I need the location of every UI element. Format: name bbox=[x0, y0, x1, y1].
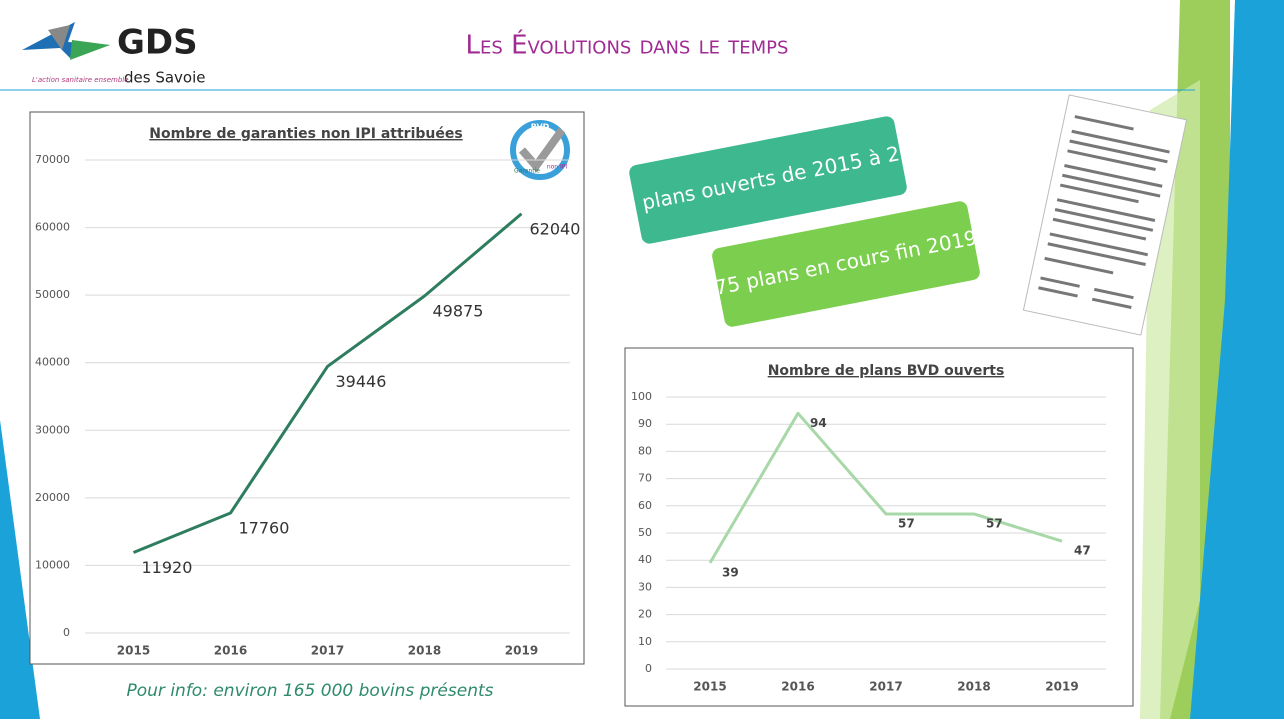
y-tick-label: 10 bbox=[638, 635, 652, 648]
badge-text: BVD bbox=[531, 123, 550, 132]
data-label: 47 bbox=[1074, 544, 1091, 558]
data-label: 39 bbox=[722, 565, 739, 579]
x-tick-label: 2018 bbox=[408, 644, 441, 658]
y-tick-label: 50 bbox=[638, 526, 652, 539]
y-tick-label: 10000 bbox=[35, 558, 70, 571]
y-tick-label: 20000 bbox=[35, 491, 70, 504]
x-tick-label: 2015 bbox=[693, 680, 726, 694]
y-tick-label: 70000 bbox=[35, 153, 70, 166]
data-label: 17760 bbox=[239, 518, 290, 537]
y-tick-label: 60000 bbox=[35, 221, 70, 234]
y-tick-label: 40000 bbox=[35, 356, 70, 369]
badge-text: Garantie bbox=[514, 168, 540, 175]
x-tick-label: 2019 bbox=[1045, 680, 1078, 694]
chart-title: Nombre de plans BVD ouverts bbox=[768, 363, 1005, 379]
logo-tagline: L'action sanitaire ensemble bbox=[32, 76, 129, 84]
chart-frame bbox=[625, 348, 1133, 706]
y-tick-label: 80 bbox=[638, 444, 652, 457]
footnote: Pour info: environ 165 000 bovins présen… bbox=[127, 681, 494, 701]
chart-title: Nombre de garanties non IPI attribuées bbox=[149, 126, 462, 142]
x-tick-label: 2015 bbox=[117, 644, 150, 658]
logo-name: GDS bbox=[117, 23, 198, 63]
x-tick-label: 2017 bbox=[311, 644, 344, 658]
logo-region: des Savoie bbox=[124, 69, 206, 87]
x-tick-label: 2016 bbox=[781, 680, 814, 694]
data-label: 49875 bbox=[433, 301, 484, 320]
slide-title: Les Évolutions dans le temps bbox=[466, 29, 789, 61]
y-tick-label: 0 bbox=[645, 662, 652, 675]
badge-text: non IPI bbox=[547, 164, 568, 171]
x-tick-label: 2019 bbox=[505, 644, 538, 658]
y-tick-label: 70 bbox=[638, 472, 652, 485]
y-tick-label: 30 bbox=[638, 580, 652, 593]
y-tick-label: 30000 bbox=[35, 423, 70, 436]
y-tick-label: 50000 bbox=[35, 288, 70, 301]
data-label: 94 bbox=[810, 416, 827, 430]
y-tick-label: 40 bbox=[638, 553, 652, 566]
y-tick-label: 60 bbox=[638, 499, 652, 512]
y-tick-label: 0 bbox=[63, 626, 70, 639]
y-tick-label: 90 bbox=[638, 417, 652, 430]
data-label: 57 bbox=[986, 516, 1003, 530]
data-label: 11920 bbox=[142, 558, 193, 577]
y-tick-label: 20 bbox=[638, 608, 652, 621]
x-tick-label: 2017 bbox=[869, 680, 902, 694]
x-tick-label: 2018 bbox=[957, 680, 990, 694]
data-label: 57 bbox=[898, 516, 915, 530]
data-label: 39446 bbox=[336, 372, 387, 391]
x-tick-label: 2016 bbox=[214, 644, 247, 658]
chart-frame bbox=[30, 112, 584, 664]
y-tick-label: 100 bbox=[631, 390, 652, 403]
data-label: 62040 bbox=[530, 219, 581, 238]
slide: GDS des Savoie L'action sanitaire ensemb… bbox=[0, 0, 1284, 719]
